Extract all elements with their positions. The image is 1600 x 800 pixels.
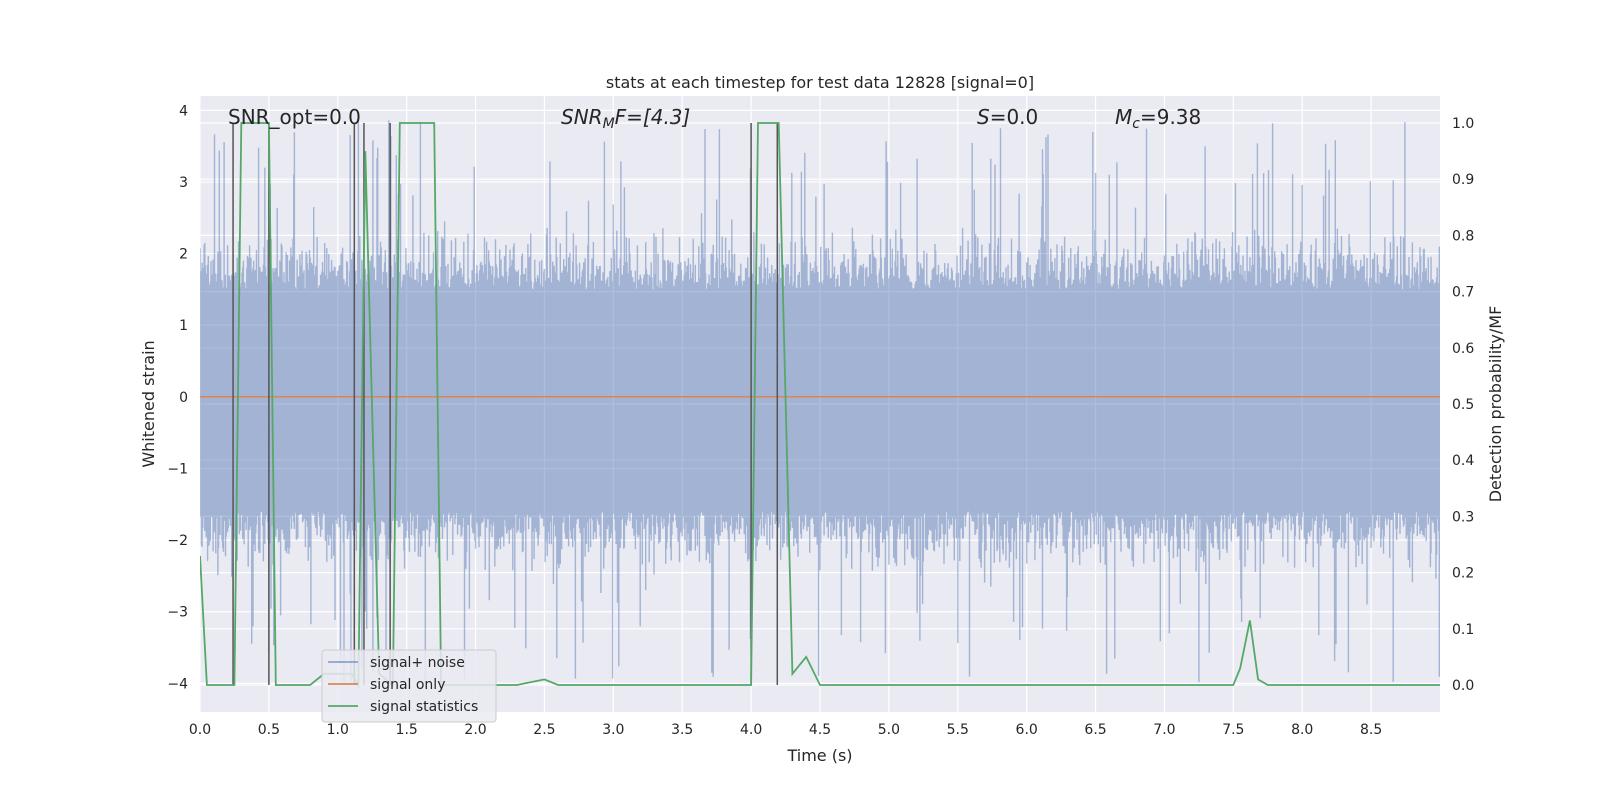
annotation-s: S=0.0 (977, 105, 1038, 129)
y2-tick-label: 0.0 (1452, 678, 1474, 694)
x-tick-label: 2.0 (464, 722, 486, 738)
legend-label-noise: signal+ noise (370, 655, 465, 671)
annotation-snr-opt: SNR_opt=0.0 (228, 105, 361, 129)
legend: signal+ noise signal only signal statist… (321, 649, 497, 723)
y-tick-label: −4 (167, 676, 188, 692)
x-tick-label: 5.5 (947, 722, 969, 738)
x-tick-label: 2.5 (533, 722, 555, 738)
chart-title: stats at each timestep for test data 128… (606, 73, 1034, 92)
y2-axis-ticks: 0.0 0.1 0.2 0.3 0.4 0.5 0.6 0.7 0.8 0.9 1.0 (1452, 116, 1474, 694)
y-tick-label: 1 (179, 318, 188, 334)
x-tick-label: 0.0 (189, 722, 211, 738)
y-tick-label: 3 (179, 175, 188, 191)
legend-label-signal: signal only (370, 677, 445, 693)
y2-tick-label: 0.2 (1452, 566, 1474, 582)
x-tick-label: 5.0 (878, 722, 900, 738)
y2-tick-label: 0.7 (1452, 285, 1474, 301)
x-tick-label: 1.0 (327, 722, 349, 738)
x-tick-label: 8.5 (1360, 722, 1382, 738)
x-tick-label: 6.5 (1084, 722, 1106, 738)
y2-tick-label: 0.4 (1452, 453, 1474, 469)
annotation-mc: Mc=9.38 (1115, 105, 1201, 132)
y2-tick-label: 0.6 (1452, 341, 1474, 357)
x-tick-label: 6.0 (1016, 722, 1038, 738)
y2-tick-label: 0.5 (1452, 397, 1474, 413)
x-tick-label: 7.0 (1153, 722, 1175, 738)
x-tick-label: 7.5 (1222, 722, 1244, 738)
y-tick-label: −3 (167, 605, 188, 621)
legend-box (321, 649, 497, 723)
y2-tick-label: 0.8 (1452, 228, 1474, 244)
x-axis-label: Time (s) (786, 746, 852, 765)
annotation-snr-mf: SNRMF=[4.3] (561, 105, 690, 132)
y2-axis-label: Detection probability/MF (1486, 306, 1505, 503)
y-axis-ticks: −4 −3 −2 −1 0 1 2 3 4 (167, 103, 188, 692)
x-tick-label: 3.0 (602, 722, 624, 738)
x-tick-label: 4.0 (740, 722, 762, 738)
x-tick-label: 1.5 (396, 722, 418, 738)
y2-tick-label: 0.9 (1452, 172, 1474, 188)
y-axis-label: Whitened strain (139, 340, 158, 467)
x-tick-label: 8.0 (1291, 722, 1313, 738)
vertical-markers (232, 122, 779, 686)
y-tick-label: −2 (167, 533, 188, 549)
y-tick-label: 4 (179, 103, 188, 119)
x-tick-label: 3.5 (671, 722, 693, 738)
y2-tick-label: 1.0 (1452, 116, 1474, 132)
x-tick-label: 0.5 (258, 722, 280, 738)
legend-label-stats: signal statistics (370, 699, 478, 715)
y2-tick-label: 0.3 (1452, 509, 1474, 525)
x-tick-label: 4.5 (809, 722, 831, 738)
y-tick-label: 0 (179, 390, 188, 406)
y-tick-label: 2 (179, 247, 188, 263)
y2-tick-label: 0.1 (1452, 622, 1474, 638)
x-axis-ticks: 0.0 0.5 1.0 1.5 2.0 2.5 3.0 3.5 4.0 4.5 5.0 5.5 6.0 6… (189, 722, 1382, 738)
y-tick-label: −1 (167, 461, 188, 477)
